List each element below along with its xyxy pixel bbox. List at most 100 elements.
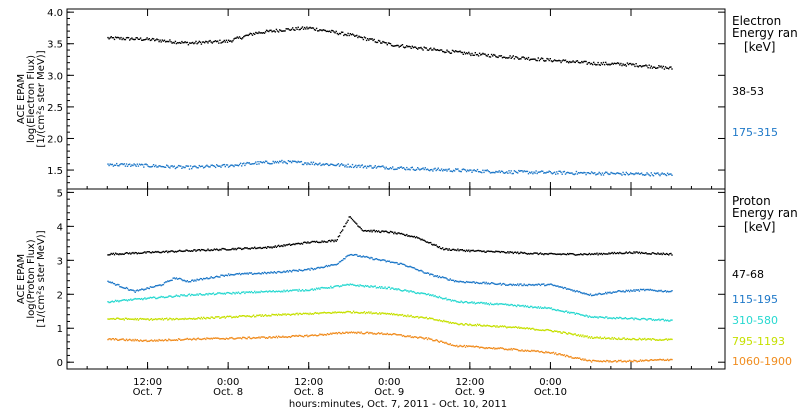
data-point [224,165,226,168]
data-point [607,337,609,339]
data-point [660,252,662,255]
data-point [204,337,206,340]
data-point [570,253,572,255]
data-point [327,240,330,242]
data-point [376,286,379,289]
data-point [361,332,363,335]
data-point [394,231,396,233]
data-point [498,170,500,172]
data-point [217,337,219,339]
data-point [537,283,539,285]
data-point [561,332,563,334]
data-point [288,313,291,316]
data-point [375,230,378,232]
data-point [172,318,174,320]
data-point [444,277,446,279]
data-point [513,284,516,286]
data-point [412,316,414,318]
data-point [134,164,136,166]
data-point [524,304,526,307]
data-point [394,288,396,291]
data-point [132,298,134,301]
data-point [214,316,217,318]
data-point [637,318,639,320]
data-point [308,289,310,292]
data-point [487,302,489,305]
data-point [557,331,559,333]
data-point [610,292,612,294]
data-point [177,42,180,44]
data-point [124,38,127,41]
data-point [442,170,444,172]
data-point [470,301,472,304]
data-point [614,62,617,65]
data-point [136,253,138,255]
data-point [272,313,274,316]
data-point [229,337,231,339]
data-point [141,288,143,290]
data-point [399,334,401,336]
data-point [558,331,560,333]
data-point [424,47,426,49]
data-point [660,359,662,361]
data-point [494,348,496,350]
data-point [146,251,148,253]
data-point [522,252,524,254]
x-tick-label-date: Oct. 9 [374,387,404,398]
data-point [159,165,161,167]
data-point [279,245,281,248]
data-point [288,29,291,31]
data-point [564,287,567,289]
data-point [262,291,265,293]
data-point [207,337,209,340]
data-point [238,36,241,38]
data-point [651,338,654,340]
data-point [585,173,587,176]
data-point [342,164,344,166]
data-point [469,301,471,304]
data-point [639,338,642,340]
data-point [620,359,622,362]
data-point [146,297,148,300]
data-point [601,316,604,318]
data-point [467,345,469,348]
data-point [356,223,358,225]
data-point [387,286,390,288]
data-point [511,284,513,287]
data-point [354,284,356,286]
data-point [481,282,483,285]
data-point [175,294,178,296]
data-point [286,270,288,272]
data-point [150,339,153,341]
data-point [183,318,185,321]
data-point [638,173,641,175]
data-point [330,285,332,288]
data-point [662,318,664,321]
data-point [297,26,299,28]
data-point [182,318,184,320]
data-point [409,290,411,292]
data-point [671,254,673,256]
data-point [348,166,350,168]
data-point [281,271,283,274]
data-point [283,289,285,291]
data-point [371,167,373,169]
data-point [155,164,157,167]
data-point [542,283,544,285]
data-point [299,243,301,245]
data-point [598,64,600,66]
data-point [401,263,404,265]
data-point [641,252,644,254]
data-point [268,271,270,274]
data-point [508,252,510,254]
data-point [182,42,184,44]
data-point [578,357,581,359]
data-point [524,284,526,287]
data-point [331,163,333,165]
data-point [276,314,279,317]
data-point [350,283,353,286]
data-point [135,319,137,321]
data-point [583,60,585,63]
data-point [364,165,367,167]
data-point [552,172,555,174]
